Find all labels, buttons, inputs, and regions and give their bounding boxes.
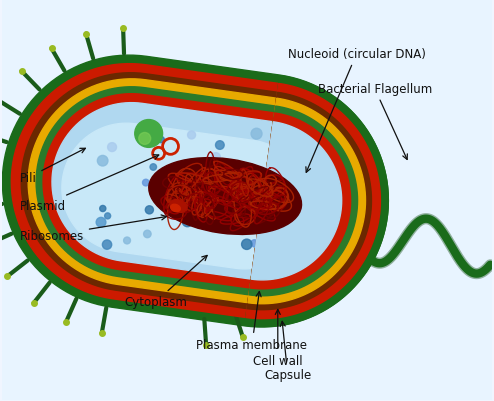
Circle shape <box>251 240 258 247</box>
Polygon shape <box>245 76 388 327</box>
Circle shape <box>182 217 193 227</box>
Polygon shape <box>246 84 380 319</box>
Circle shape <box>225 180 236 191</box>
Ellipse shape <box>170 200 187 213</box>
Circle shape <box>168 174 177 183</box>
Circle shape <box>97 156 108 166</box>
Polygon shape <box>251 122 342 280</box>
Text: Cytoplasm: Cytoplasm <box>124 256 207 308</box>
Ellipse shape <box>149 158 301 235</box>
Circle shape <box>243 219 252 229</box>
Circle shape <box>242 239 252 250</box>
Circle shape <box>100 206 106 212</box>
Polygon shape <box>247 93 371 310</box>
Text: Ribosomes: Ribosomes <box>20 215 166 242</box>
Text: Plasma membrane: Plasma membrane <box>197 292 307 351</box>
Circle shape <box>124 237 130 244</box>
Circle shape <box>168 166 175 173</box>
Polygon shape <box>250 113 351 289</box>
Circle shape <box>135 120 163 148</box>
Polygon shape <box>43 95 348 289</box>
Polygon shape <box>11 65 379 319</box>
Polygon shape <box>36 87 355 296</box>
Circle shape <box>217 159 227 169</box>
Circle shape <box>145 206 154 215</box>
Circle shape <box>277 223 284 230</box>
Circle shape <box>96 218 106 227</box>
Circle shape <box>280 193 289 202</box>
Polygon shape <box>62 124 309 269</box>
Polygon shape <box>2 56 388 327</box>
Ellipse shape <box>171 205 180 212</box>
Circle shape <box>108 143 117 152</box>
Circle shape <box>144 231 151 238</box>
Circle shape <box>219 184 231 196</box>
Circle shape <box>211 153 220 162</box>
Text: Plasmid: Plasmid <box>20 155 159 213</box>
Circle shape <box>105 213 111 219</box>
Text: Nucleoid (circular DNA): Nucleoid (circular DNA) <box>288 48 426 173</box>
Circle shape <box>188 132 196 140</box>
Text: Bacterial Flagellum: Bacterial Flagellum <box>318 83 432 160</box>
Circle shape <box>139 133 151 145</box>
Polygon shape <box>248 99 366 304</box>
Polygon shape <box>249 107 358 296</box>
Circle shape <box>158 137 165 143</box>
Circle shape <box>251 129 262 140</box>
Polygon shape <box>21 73 370 310</box>
Text: Pili: Pili <box>20 149 85 185</box>
Circle shape <box>215 141 224 150</box>
Circle shape <box>271 220 278 226</box>
Text: Capsule: Capsule <box>264 322 311 381</box>
Circle shape <box>231 209 240 217</box>
Text: Cell wall: Cell wall <box>253 310 303 367</box>
Circle shape <box>272 166 279 173</box>
Polygon shape <box>52 103 339 280</box>
Circle shape <box>150 164 157 171</box>
Circle shape <box>102 240 112 250</box>
Circle shape <box>142 180 149 186</box>
Polygon shape <box>28 80 363 304</box>
